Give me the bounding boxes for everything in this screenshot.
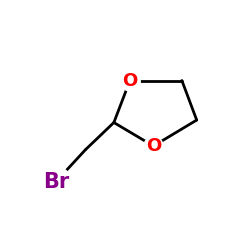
Text: Br: Br (43, 172, 69, 192)
Text: O: O (146, 137, 161, 155)
Text: O: O (122, 72, 138, 90)
